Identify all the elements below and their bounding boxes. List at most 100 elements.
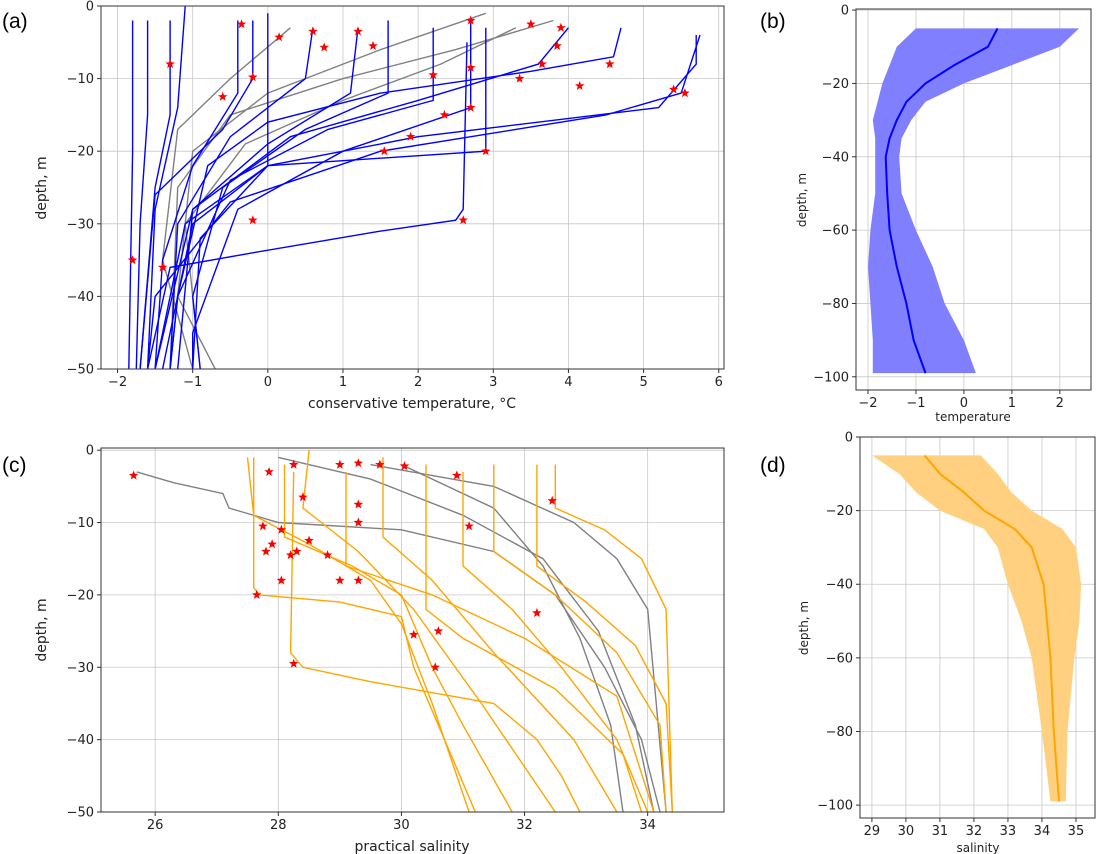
star-marker [298,492,308,502]
star-marker [537,59,547,69]
x-tick-label: 0 [264,375,272,390]
profile-line-primary [146,42,468,369]
star-marker [288,459,299,469]
star-marker [127,255,138,265]
star-marker [335,459,345,469]
star-marker [464,521,474,531]
plot-area [871,454,1082,802]
panel-label: (d) [760,454,786,477]
star-marker [547,495,557,505]
profile-line-primary [493,464,667,812]
y-tick-label: −40 [826,578,853,593]
y-tick-label: −20 [67,588,94,603]
y-tick-label: −80 [822,297,849,312]
y-tick-label: −50 [67,363,94,378]
star-marker [368,40,378,50]
panel-d: 29 30 31 32 33 34 35 0 −20 −40 −60 −80 −100 salinity d… [760,431,1096,854]
star-marker [552,40,562,50]
profile-line-primary [382,457,618,812]
y-tick-label: −40 [67,733,94,748]
y-tick-label: −40 [67,290,94,305]
axes-frame [100,5,725,370]
x-tick-label: 35 [1068,824,1085,839]
star-marker [399,461,410,471]
x-tick-label: 28 [270,818,287,833]
star-marker [466,15,476,25]
panel-label: (b) [760,10,786,33]
y-axis-label: depth, m [34,598,50,661]
star-marker [248,215,258,225]
x-axis-label: conservative temperature, °C [308,396,516,412]
x-tick-label: 30 [393,818,410,833]
star-marker [157,262,168,272]
star-marker [605,59,615,69]
axes-frame [859,436,1096,819]
star-marker [218,91,228,101]
x-tick-label: 1 [339,375,347,390]
star-marker [668,84,679,94]
profile-line-primary [462,471,649,812]
y-tick-label: 0 [86,444,94,459]
mean-profile-line [884,27,999,374]
x-tick-label: −1 [183,375,202,390]
x-tick-label: 6 [715,375,723,390]
x-axis-label: salinity [956,841,999,854]
star-marker [319,42,329,52]
y-tick-label: −10 [67,72,94,87]
profile-line-primary [135,20,149,369]
profile-line-primary [146,34,701,369]
plot-area [868,27,1079,374]
profile-line-primary [253,457,476,812]
panel-label: (a) [2,10,28,33]
star-marker [353,575,364,585]
x-axis-label: practical salinity [354,839,469,854]
star-marker [514,73,525,83]
x-tick-label: 0 [960,396,968,411]
panel-label: (c) [2,454,27,477]
star-marker [274,32,284,42]
star-marker [288,658,299,668]
star-marker [433,626,444,636]
x-tick-label: 31 [932,824,949,839]
x-tick-label: 32 [516,818,533,833]
profile-line-primary [154,20,239,369]
y-tick-label: 0 [841,4,849,19]
profile-line-primary [283,464,513,812]
star-marker [481,146,491,156]
star-marker [466,62,476,72]
x-tick-label: 26 [147,818,164,833]
star-marker [165,59,175,69]
star-marker [353,26,363,36]
star-marker [556,22,566,32]
y-axis-label: depth, m [797,601,811,655]
y-tick-label: −10 [67,516,94,531]
profile-line-primary [161,35,697,369]
y-tick-label: −50 [67,806,94,821]
mean-profile-line [923,454,1060,802]
profile-line-primary [177,27,359,369]
x-tick-label: 5 [639,375,647,390]
star-marker [430,662,440,672]
star-marker [379,146,390,156]
star-marker [261,546,271,556]
profile-line-primary [192,13,269,369]
profile-line-primary [146,6,186,369]
panel-b: −2 −1 0 1 2 0 −20 −40 −60 −80 −100 temperature depth… [760,4,1092,424]
star-marker [252,589,262,599]
star-marker [292,546,302,556]
panel-c: 26 28 30 32 34 0 −10 −20 −30 −40 −50 practical sali… [2,444,725,854]
star-marker [405,131,416,141]
x-tick-label: 33 [1000,824,1017,839]
star-marker [304,535,314,545]
axes-frame [100,447,725,813]
y-tick-label: −100 [813,370,849,385]
star-marker [353,458,364,468]
star-marker [458,215,468,225]
profile-line-primary [154,27,569,369]
star-marker [526,19,536,29]
star-marker [267,539,277,549]
profile-line-secondary [136,471,661,812]
profile-line-primary [554,464,673,812]
y-tick-label: 0 [86,0,94,15]
x-tick-label: 3 [489,375,497,390]
